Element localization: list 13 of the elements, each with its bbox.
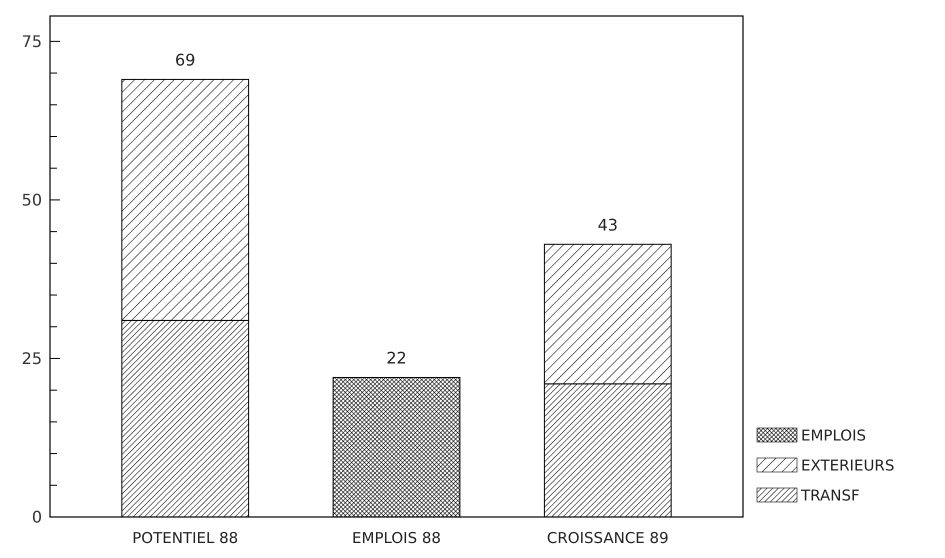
legend-label: TRANSF bbox=[800, 486, 860, 504]
y-tick-label: 0 bbox=[32, 508, 42, 527]
total-label: 69 bbox=[175, 50, 196, 70]
x-tick-label: EMPLOIS 88 bbox=[352, 529, 441, 547]
legend-label: EXTERIEURS bbox=[801, 456, 894, 474]
y-tick-label: 25 bbox=[22, 349, 42, 368]
y-tick-label: 50 bbox=[22, 190, 42, 210]
x-tick-label: CROISSANCE 89 bbox=[546, 529, 669, 547]
legend-label: EMPLOIS bbox=[801, 426, 866, 444]
total-label: 22 bbox=[386, 348, 407, 368]
x-tick-label: POTENTIEL 88 bbox=[132, 529, 238, 547]
total-label: 43 bbox=[598, 215, 618, 234]
y-tick-label: 75 bbox=[22, 32, 42, 51]
